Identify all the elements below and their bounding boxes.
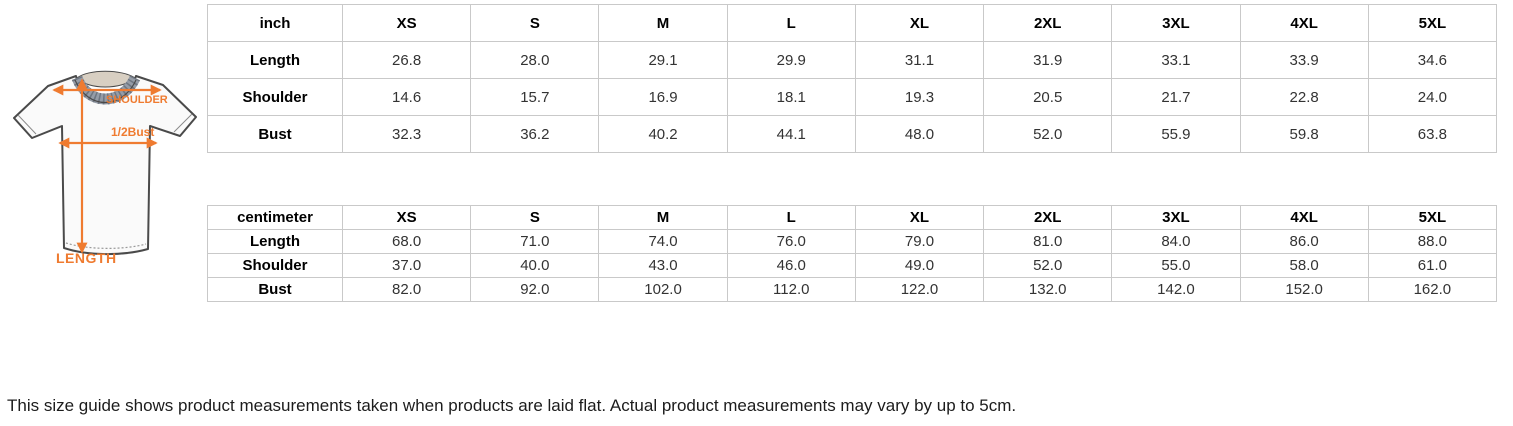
size-header-cell: XL — [854, 4, 985, 42]
measurement-value-cell: 37.0 — [341, 253, 472, 278]
measurement-value-cell: 24.0 — [1367, 78, 1498, 116]
measurement-value-cell: 152.0 — [1239, 277, 1369, 302]
measurement-value-cell: 22.8 — [1239, 78, 1369, 116]
measurement-value-cell: 55.9 — [1111, 115, 1241, 153]
measurement-value-cell: 32.3 — [341, 115, 472, 153]
size-header-cell: 3XL — [1111, 205, 1241, 230]
measurement-value-cell: 58.0 — [1239, 253, 1369, 278]
size-table-inch: inch XS S M L XL 2XL 3XL 4XL 5XL Length 26.8 28.0 29.… — [207, 4, 1498, 153]
measurement-row: Bust 82.0 92.0 102.0 112.0 122.0 132.0 142.0 152… — [207, 277, 1498, 302]
size-header-cell: XS — [341, 205, 472, 230]
row-label-cell: Bust — [207, 115, 343, 153]
measurement-value-cell: 36.2 — [470, 115, 600, 153]
measurement-value-cell: 40.2 — [598, 115, 728, 153]
unit-header-cell: centimeter — [207, 205, 343, 230]
measurement-value-cell: 86.0 — [1239, 229, 1369, 254]
bust-arrow-label: 1/2Bust — [111, 125, 154, 139]
measurement-row: Length 26.8 28.0 29.1 29.9 31.1 31.9 33.1 33.9 34… — [207, 41, 1498, 79]
size-header-cell: S — [470, 205, 600, 230]
measurement-value-cell: 20.5 — [983, 78, 1113, 116]
measurement-value-cell: 102.0 — [598, 277, 728, 302]
measurement-value-cell: 31.9 — [983, 41, 1113, 79]
size-header-cell: 5XL — [1367, 205, 1498, 230]
measurement-value-cell: 29.1 — [598, 41, 728, 79]
measurement-value-cell: 76.0 — [726, 229, 856, 254]
measurement-value-cell: 44.1 — [726, 115, 856, 153]
measurement-value-cell: 61.0 — [1367, 253, 1498, 278]
measurement-value-cell: 79.0 — [854, 229, 985, 254]
tshirt-illustration: SHOULDER 1/2Bust LENGTH — [13, 70, 197, 266]
length-arrow-label: LENGTH — [56, 250, 117, 266]
measurement-row: Shoulder 37.0 40.0 43.0 46.0 49.0 52.0 55.0 58.0… — [207, 253, 1498, 278]
size-table-centimeter: centimeter XS S M L XL 2XL 3XL 4XL 5XL Length 68.0 7… — [207, 205, 1498, 302]
measurement-value-cell: 33.9 — [1239, 41, 1369, 79]
size-header-cell: XS — [341, 4, 472, 42]
measurement-value-cell: 14.6 — [341, 78, 472, 116]
measurement-value-cell: 81.0 — [983, 229, 1113, 254]
measurement-value-cell: 71.0 — [470, 229, 600, 254]
size-guide-note: This size guide shows product measuremen… — [7, 396, 1017, 415]
size-header-cell: 4XL — [1239, 4, 1369, 42]
header-row: centimeter XS S M L XL 2XL 3XL 4XL 5XL — [207, 205, 1498, 230]
measurement-value-cell: 31.1 — [854, 41, 985, 79]
size-header-cell: 5XL — [1367, 4, 1498, 42]
measurement-value-cell: 15.7 — [470, 78, 600, 116]
measurement-value-cell: 33.1 — [1111, 41, 1241, 79]
row-label-cell: Length — [207, 41, 343, 79]
size-header-cell: 4XL — [1239, 205, 1369, 230]
measurement-value-cell: 112.0 — [726, 277, 856, 302]
measurement-value-cell: 19.3 — [854, 78, 985, 116]
measurement-value-cell: 84.0 — [1111, 229, 1241, 254]
measurement-value-cell: 16.9 — [598, 78, 728, 116]
size-header-cell: XL — [854, 205, 985, 230]
measurement-value-cell: 48.0 — [854, 115, 985, 153]
size-header-cell: L — [726, 205, 856, 230]
measurement-value-cell: 88.0 — [1367, 229, 1498, 254]
measurement-row: Length 68.0 71.0 74.0 76.0 79.0 81.0 84.0 86.0 88… — [207, 229, 1498, 254]
shoulder-arrow-label: SHOULDER — [106, 94, 168, 106]
size-header-cell: M — [598, 4, 728, 42]
measurement-value-cell: 142.0 — [1111, 277, 1241, 302]
measurement-row: Bust 32.3 36.2 40.2 44.1 48.0 52.0 55.9 59.8 63.8 — [207, 115, 1498, 153]
measurement-value-cell: 49.0 — [854, 253, 985, 278]
measurement-value-cell: 34.6 — [1367, 41, 1498, 79]
measurement-value-cell: 52.0 — [983, 253, 1113, 278]
measurement-value-cell: 52.0 — [983, 115, 1113, 153]
size-header-cell: 2XL — [983, 205, 1113, 230]
size-header-cell: M — [598, 205, 728, 230]
measurement-value-cell: 29.9 — [726, 41, 856, 79]
measurement-value-cell: 122.0 — [854, 277, 985, 302]
measurement-value-cell: 40.0 — [470, 253, 600, 278]
measurement-value-cell: 92.0 — [470, 277, 600, 302]
measurement-value-cell: 21.7 — [1111, 78, 1241, 116]
size-header-cell: S — [470, 4, 600, 42]
tshirt-diagram: SHOULDER 1/2Bust LENGTH — [8, 70, 204, 270]
measurement-value-cell: 59.8 — [1239, 115, 1369, 153]
measurement-value-cell: 68.0 — [341, 229, 472, 254]
size-header-cell: L — [726, 4, 856, 42]
row-label-cell: Length — [207, 229, 343, 254]
measurement-value-cell: 46.0 — [726, 253, 856, 278]
measurement-value-cell: 28.0 — [470, 41, 600, 79]
measurement-value-cell: 132.0 — [983, 277, 1113, 302]
measurement-value-cell: 43.0 — [598, 253, 728, 278]
measurement-value-cell: 26.8 — [341, 41, 472, 79]
header-row: inch XS S M L XL 2XL 3XL 4XL 5XL — [207, 4, 1498, 42]
unit-header-cell: inch — [207, 4, 343, 42]
measurement-row: Shoulder 14.6 15.7 16.9 18.1 19.3 20.5 21.7 22.8… — [207, 78, 1498, 116]
measurement-value-cell: 162.0 — [1367, 277, 1498, 302]
size-header-cell: 3XL — [1111, 4, 1241, 42]
measurement-arrows — [52, 78, 162, 254]
measurement-value-cell: 63.8 — [1367, 115, 1498, 153]
row-label-cell: Bust — [207, 277, 343, 302]
row-label-cell: Shoulder — [207, 78, 343, 116]
measurement-value-cell: 74.0 — [598, 229, 728, 254]
measurement-value-cell: 18.1 — [726, 78, 856, 116]
size-header-cell: 2XL — [983, 4, 1113, 42]
row-label-cell: Shoulder — [207, 253, 343, 278]
measurement-value-cell: 82.0 — [341, 277, 472, 302]
measurement-value-cell: 55.0 — [1111, 253, 1241, 278]
